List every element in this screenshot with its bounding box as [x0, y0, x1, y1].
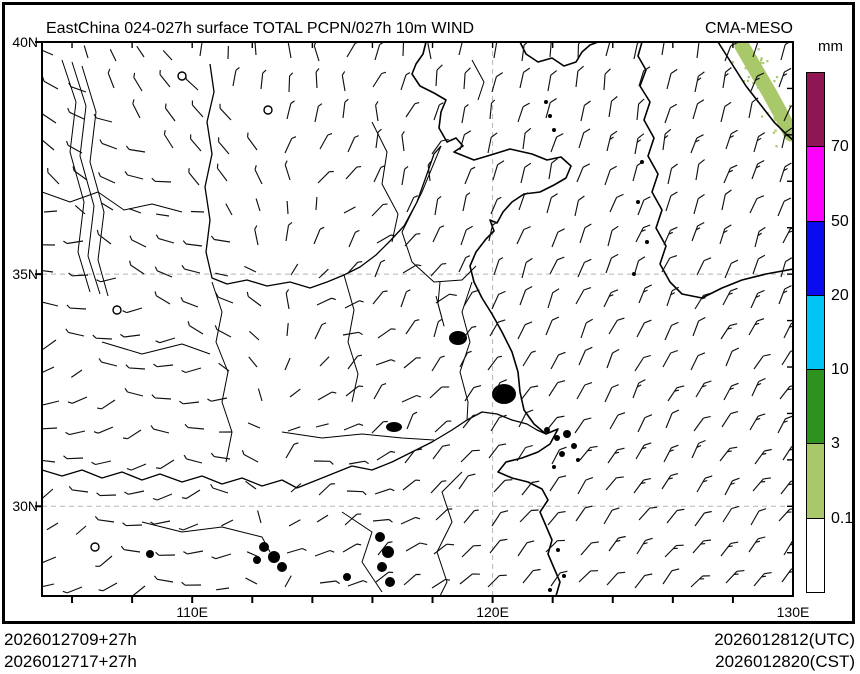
run-time-line2: 2026012717+27h: [4, 652, 137, 671]
lake-hongze: [449, 331, 467, 345]
lat-label: 35N: [12, 266, 38, 283]
colorbar-segment: [806, 517, 825, 593]
coastline-bohai-shandong-jiangsu-zhejiang: [411, 42, 572, 596]
boundary-line: [81, 65, 109, 297]
colorbar-segment: [806, 220, 825, 296]
colorbar-tick-label: 50: [831, 212, 849, 230]
boundary-line: [141, 521, 271, 553]
coastline-liaodong: [519, 42, 599, 67]
yangtze-river: [42, 411, 547, 489]
boundary-line: [61, 59, 91, 293]
lat-label: 40N: [12, 34, 38, 50]
colorbar-unit-label: mm: [818, 38, 843, 55]
boundary-line: [436, 471, 463, 596]
coastline-korea-west: [637, 42, 793, 299]
island-dots: [544, 100, 649, 592]
boundary-line: [101, 341, 211, 355]
lake-clusters: [146, 532, 395, 587]
lon-label: 130E: [776, 604, 810, 620]
precipitation-colorbar: [806, 72, 825, 593]
colorbar-tick-label: 3: [831, 435, 840, 453]
colorbar-segment: [806, 443, 825, 519]
colorbar-tick-label: 70: [831, 138, 849, 156]
boundary-line: [42, 191, 183, 213]
colorbar-segment: [806, 72, 825, 148]
valid-time-cst: 2026012820(CST): [715, 652, 855, 671]
boundary-line: [341, 511, 383, 593]
boundary-line: [211, 281, 233, 463]
lake-chaohu: [386, 422, 402, 432]
boundary-line: [401, 145, 477, 283]
coastline-korea-east: [717, 42, 793, 141]
boundary-line: [371, 121, 399, 243]
colorbar-tick-label: 20: [831, 286, 849, 304]
geography-layer: [42, 42, 793, 596]
valid-time-utc: 2026012812(UTC): [714, 630, 855, 649]
boundary-line: [435, 281, 445, 327]
outer-frame: [2, 2, 855, 624]
lon-label: 120E: [476, 604, 509, 620]
boundary-line: [343, 274, 359, 403]
yellow-river: [204, 63, 442, 289]
lake-taihu: [492, 384, 516, 404]
colorbar-tick-label: 0.1: [831, 509, 854, 527]
colorbar-tick-label: 10: [831, 361, 849, 379]
colorbar-segment: [806, 146, 825, 222]
run-time-line1: 2026012709+27h: [4, 630, 137, 649]
boundary-line: [71, 61, 101, 295]
latlon-gridlines: [42, 42, 793, 596]
boundary-line: [471, 59, 485, 101]
calm-wind-circles: [90, 71, 273, 552]
lon-label: 110E: [176, 604, 209, 620]
lat-label: 30N: [12, 498, 38, 515]
boundary-line: [281, 431, 435, 441]
map-frame: [41, 41, 794, 597]
colorbar-segment: [806, 369, 825, 445]
chart-title: EastChina 024-027h surface TOTAL PCPN/02…: [46, 20, 475, 37]
colorbar-segment: [806, 294, 825, 371]
wind-barb-layer: [42, 42, 793, 596]
model-name-label: CMA-MESO: [705, 20, 793, 37]
axis-ticks: [35, 41, 793, 603]
